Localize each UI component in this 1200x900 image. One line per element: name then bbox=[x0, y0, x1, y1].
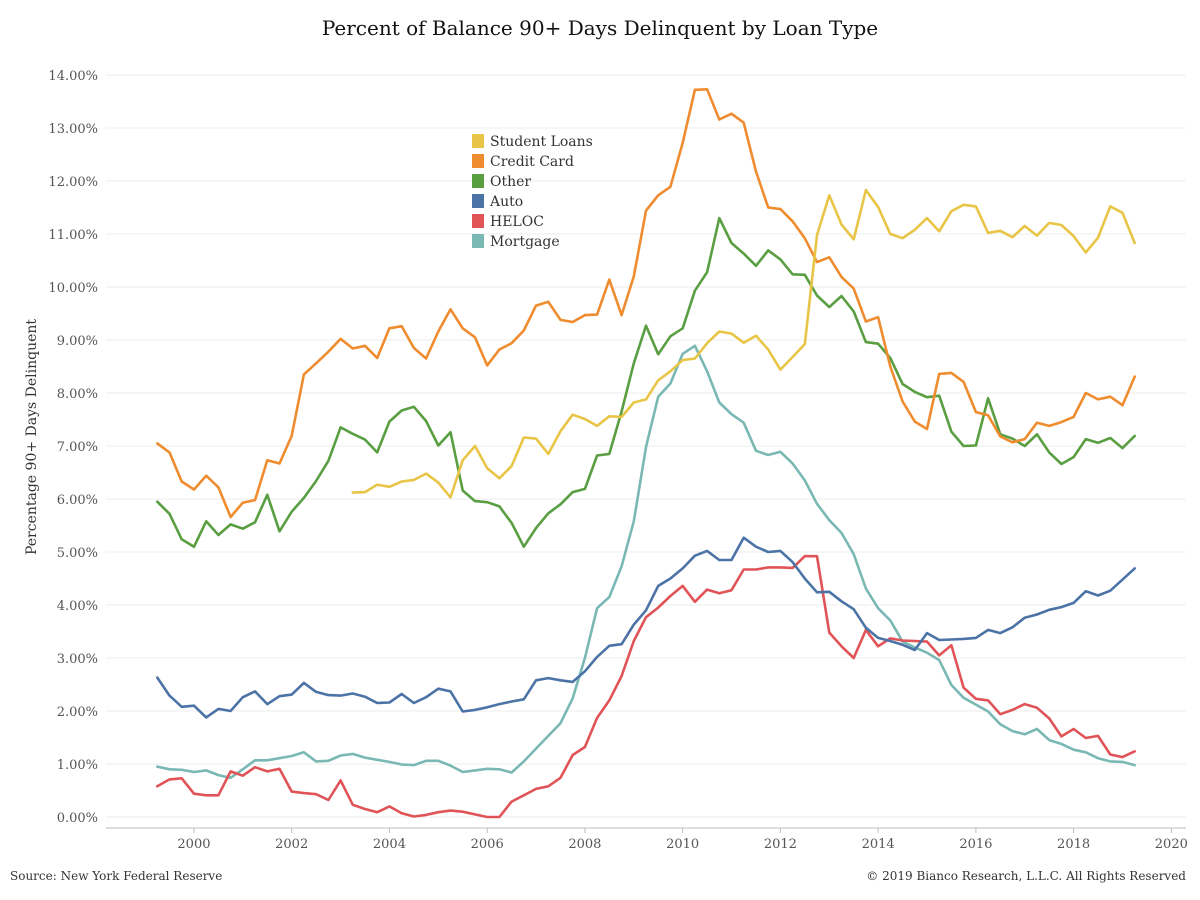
x-tick-label: 2006 bbox=[471, 837, 504, 852]
x-tick-label: 2008 bbox=[568, 837, 601, 852]
y-tick-label: 11.00% bbox=[48, 228, 98, 243]
y-tick-label: 2.00% bbox=[57, 705, 98, 720]
x-tick-label: 2004 bbox=[373, 837, 406, 852]
y-tick-label: 0.00% bbox=[57, 811, 98, 826]
legend: Student Loans Credit Card Other Auto HELOC Mo… bbox=[472, 134, 593, 250]
series-line-mortgage bbox=[156, 344, 1136, 780]
y-tick-label: 5.00% bbox=[57, 546, 98, 561]
x-tick-label: 2002 bbox=[275, 837, 308, 852]
chart-title: Percent of Balance 90+ Days Delinquent b… bbox=[321, 16, 879, 40]
y-tick-label: 1.00% bbox=[57, 758, 98, 773]
legend-swatch bbox=[472, 194, 484, 208]
y-tick-label: 4.00% bbox=[57, 599, 98, 614]
legend-swatch bbox=[472, 154, 484, 168]
y-tick-label: 10.00% bbox=[48, 281, 98, 296]
series-line-heloc bbox=[156, 554, 1136, 819]
legend-label: HELOC bbox=[490, 214, 544, 230]
y-tick-label: 13.00% bbox=[48, 122, 98, 137]
legend-label: Credit Card bbox=[490, 154, 574, 170]
legend-item-mortgage: Mortgage bbox=[472, 234, 560, 250]
series-line-auto bbox=[156, 536, 1136, 719]
x-tick-label: 2010 bbox=[666, 837, 699, 852]
x-tick-label: 2018 bbox=[1057, 837, 1090, 852]
legend-label: Auto bbox=[489, 194, 523, 210]
legend-item-heloc: HELOC bbox=[472, 214, 544, 230]
y-tick-label: 12.00% bbox=[48, 175, 98, 190]
y-tick-label: 7.00% bbox=[57, 440, 98, 455]
legend-swatch bbox=[472, 134, 484, 148]
x-tick-label: 2020 bbox=[1155, 837, 1188, 852]
copyright-note: © 2019 Bianco Research, L.L.C. All Right… bbox=[866, 869, 1186, 883]
y-tick-label: 8.00% bbox=[57, 387, 98, 402]
y-tick-label: 6.00% bbox=[57, 493, 98, 508]
y-axis-ticks: 0.00% 1.00% 2.00% 3.00% 4.00% 5.00% 6.00% 7.00%… bbox=[48, 69, 98, 826]
y-tick-label: 3.00% bbox=[57, 652, 98, 667]
y-axis-label: Percentage 90+ Days Delinquent bbox=[24, 319, 40, 555]
legend-item-other: Other bbox=[472, 174, 531, 190]
legend-label: Other bbox=[490, 174, 531, 190]
x-tick-label: 2000 bbox=[177, 837, 210, 852]
legend-item-auto: Auto bbox=[472, 194, 523, 210]
legend-label: Mortgage bbox=[490, 234, 560, 250]
legend-swatch bbox=[472, 174, 484, 188]
legend-swatch bbox=[472, 234, 484, 248]
legend-swatch bbox=[472, 214, 484, 228]
series-line-credit-card bbox=[156, 88, 1136, 519]
x-tick-label: 2012 bbox=[764, 837, 797, 852]
source-note: Source: New York Federal Reserve bbox=[10, 869, 223, 883]
y-tick-label: 14.00% bbox=[48, 69, 98, 84]
y-tick-label: 9.00% bbox=[57, 334, 98, 349]
x-tick-label: 2014 bbox=[862, 837, 895, 852]
x-axis-ticks: 2000 2002 2004 2006 2008 2010 2012 2014 2016 2018… bbox=[177, 828, 1188, 852]
x-tick-label: 2016 bbox=[959, 837, 992, 852]
legend-item-student-loans: Student Loans bbox=[472, 134, 593, 150]
series-line-other bbox=[156, 216, 1136, 549]
legend-item-credit-card: Credit Card bbox=[472, 154, 574, 170]
series-lines bbox=[156, 88, 1136, 819]
series-line-student-loans bbox=[351, 188, 1136, 499]
legend-label: Student Loans bbox=[490, 134, 593, 150]
